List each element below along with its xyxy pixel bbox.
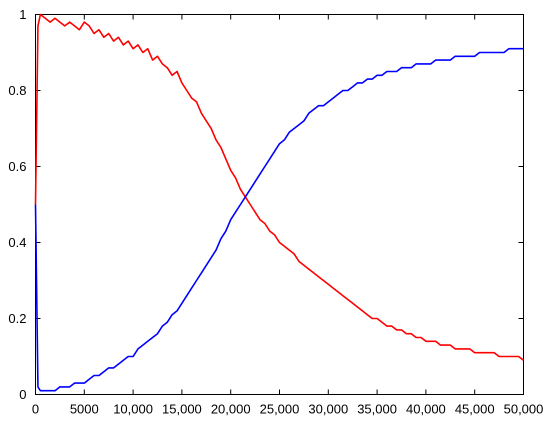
series-lines: [34, 13, 524, 392]
x-tick-label: 0: [32, 402, 39, 417]
y-tick-label: 0.2: [8, 311, 26, 326]
x-tick-label: 15,000: [162, 402, 202, 417]
x-tick-label: 30,000: [308, 402, 348, 417]
y-tick-label: 1: [19, 7, 26, 22]
axis-ticks: 0 5000 10,000 15,000 20,000 25,000 30,000 35,00…: [8, 7, 543, 417]
plot-area-frame: [35, 14, 524, 395]
series-line-2: [34, 47, 524, 392]
x-tick-label: 5000: [70, 402, 99, 417]
x-tick-label: 35,000: [357, 402, 397, 417]
series-line-1: [34, 13, 524, 361]
y-tick-label: 0.8: [8, 83, 26, 98]
x-tick-label: 10,000: [113, 402, 153, 417]
x-tick-label: 40,000: [406, 402, 446, 417]
y-tick-label: 0: [19, 387, 26, 402]
y-tick-label: 0.6: [8, 159, 26, 174]
y-tick-label: 0.4: [8, 235, 26, 250]
x-tick-label: 25,000: [260, 402, 300, 417]
x-tick-label: 50,000: [504, 402, 544, 417]
x-tick-label: 20,000: [211, 402, 251, 417]
x-tick-label: 45,000: [455, 402, 495, 417]
